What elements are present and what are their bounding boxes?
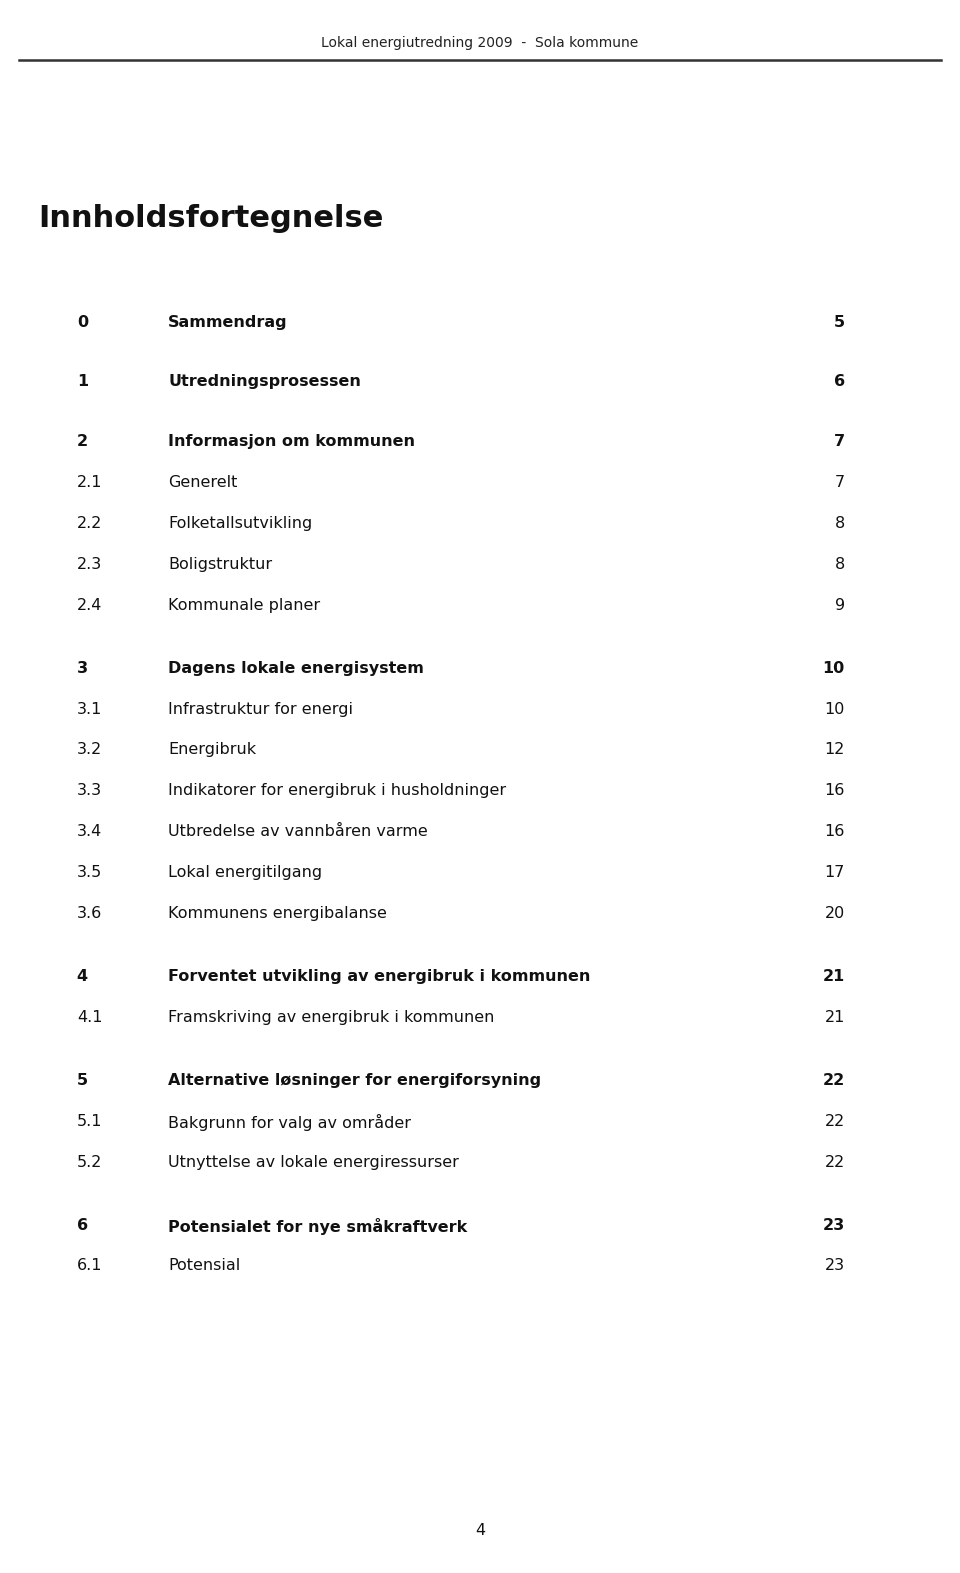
Text: 5: 5 [77,1073,88,1089]
Text: Innholdsfortegnelse: Innholdsfortegnelse [38,204,384,233]
Text: Indikatorer for energibruk i husholdninger: Indikatorer for energibruk i husholdning… [168,783,506,799]
Text: Utbredelse av vannbåren varme: Utbredelse av vannbåren varme [168,824,428,840]
Text: 4.1: 4.1 [77,1010,103,1026]
Text: 3.3: 3.3 [77,783,102,799]
Text: 3.1: 3.1 [77,702,102,717]
Text: Infrastruktur for energi: Infrastruktur for energi [168,702,353,717]
Text: 21: 21 [823,969,845,985]
Text: 3.5: 3.5 [77,865,102,881]
Text: Informasjon om kommunen: Informasjon om kommunen [168,434,415,450]
Text: 3: 3 [77,661,88,676]
Text: 8: 8 [834,557,845,573]
Text: Lokal energiutredning 2009  -  Sola kommune: Lokal energiutredning 2009 - Sola kommun… [322,36,638,50]
Text: Lokal energitilgang: Lokal energitilgang [168,865,323,881]
Text: 2: 2 [77,434,88,450]
Text: 2.3: 2.3 [77,557,102,573]
Text: 2.2: 2.2 [77,516,102,532]
Text: 2.1: 2.1 [77,475,103,491]
Text: 3.4: 3.4 [77,824,102,840]
Text: Forventet utvikling av energibruk i kommunen: Forventet utvikling av energibruk i komm… [168,969,590,985]
Text: Utredningsprosessen: Utredningsprosessen [168,374,361,390]
Text: 22: 22 [825,1155,845,1170]
Text: 6: 6 [77,1218,88,1233]
Text: Folketallsutvikling: Folketallsutvikling [168,516,312,532]
Text: 0: 0 [77,315,88,330]
Text: 10: 10 [823,661,845,676]
Text: Framskriving av energibruk i kommunen: Framskriving av energibruk i kommunen [168,1010,494,1026]
Text: 5.1: 5.1 [77,1114,103,1129]
Text: 3.6: 3.6 [77,906,102,922]
Text: 23: 23 [823,1218,845,1233]
Text: 2.4: 2.4 [77,598,102,613]
Text: Kommunens energibalanse: Kommunens energibalanse [168,906,387,922]
Text: 8: 8 [834,516,845,532]
Text: 6.1: 6.1 [77,1258,103,1274]
Text: 22: 22 [825,1114,845,1129]
Text: 10: 10 [825,702,845,717]
Text: 5: 5 [833,315,845,330]
Text: 17: 17 [825,865,845,881]
Text: Alternative løsninger for energiforsyning: Alternative løsninger for energiforsynin… [168,1073,541,1089]
Text: Potensialet for nye småkraftverk: Potensialet for nye småkraftverk [168,1218,468,1235]
Text: Sammendrag: Sammendrag [168,315,288,330]
Text: 16: 16 [825,824,845,840]
Text: 7: 7 [833,434,845,450]
Text: Utnyttelse av lokale energiressurser: Utnyttelse av lokale energiressurser [168,1155,459,1170]
Text: Boligstruktur: Boligstruktur [168,557,272,573]
Text: Kommunale planer: Kommunale planer [168,598,320,613]
Text: 5.2: 5.2 [77,1155,102,1170]
Text: 21: 21 [825,1010,845,1026]
Text: 22: 22 [823,1073,845,1089]
Text: 4: 4 [475,1523,485,1538]
Text: 3.2: 3.2 [77,742,102,758]
Text: 7: 7 [834,475,845,491]
Text: 20: 20 [825,906,845,922]
Text: 23: 23 [825,1258,845,1274]
Text: Dagens lokale energisystem: Dagens lokale energisystem [168,661,424,676]
Text: 9: 9 [834,598,845,613]
Text: 6: 6 [833,374,845,390]
Text: Potensial: Potensial [168,1258,240,1274]
Text: 1: 1 [77,374,88,390]
Text: Energibruk: Energibruk [168,742,256,758]
Text: 12: 12 [825,742,845,758]
Text: Generelt: Generelt [168,475,237,491]
Text: 4: 4 [77,969,88,985]
Text: 16: 16 [825,783,845,799]
Text: Bakgrunn for valg av områder: Bakgrunn for valg av områder [168,1114,411,1131]
